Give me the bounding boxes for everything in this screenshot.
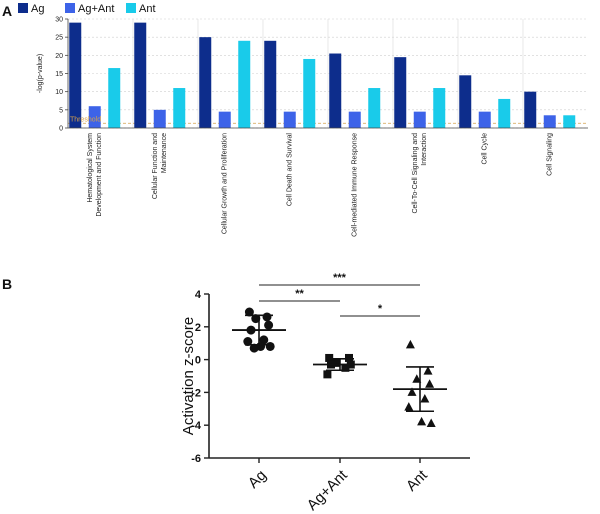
y-tick-label: 0 bbox=[195, 355, 201, 367]
point-ant bbox=[426, 418, 436, 428]
point-ag bbox=[244, 307, 254, 317]
bar-ag-2 bbox=[134, 22, 147, 129]
y-tick-label: 30 bbox=[55, 17, 63, 24]
y-tick-label: -6 bbox=[191, 453, 201, 465]
bar-ag-ant-8 bbox=[543, 115, 556, 128]
bar-ant-2 bbox=[173, 88, 186, 128]
bars bbox=[69, 22, 576, 129]
category-label: Cell-To-Cell Signaling and bbox=[412, 133, 419, 214]
y-tick-label: 25 bbox=[55, 35, 63, 42]
point-ant bbox=[420, 393, 430, 403]
category-label: Cellular Function and bbox=[152, 133, 159, 199]
y-tick-label: -4 bbox=[191, 420, 202, 432]
significance-label: * bbox=[378, 303, 383, 315]
y-tick-label: 2 bbox=[195, 322, 201, 334]
point-ant bbox=[407, 387, 417, 396]
y-axis-label: -log(p-value) bbox=[37, 54, 44, 93]
bar-ant-8 bbox=[563, 115, 576, 128]
panel-a-bar-chart: Ag Ag+Ant Ant 0 5 10 15 20 25 30 -log(p-value) T… bbox=[18, 3, 588, 237]
mean-sd-bars bbox=[232, 314, 447, 413]
category-label: Cell-mediated Immune Response bbox=[352, 133, 359, 237]
point-ag-ant bbox=[341, 363, 350, 372]
point-ant bbox=[423, 366, 433, 375]
y-axis-label: Activation z-score bbox=[180, 317, 197, 435]
y-tick-label: -2 bbox=[191, 387, 201, 399]
point-ag-ant bbox=[325, 353, 334, 362]
category-label: Interaction bbox=[421, 133, 428, 166]
bar-ag-1 bbox=[69, 22, 82, 129]
y-tick-label: 0 bbox=[59, 126, 63, 133]
legend-label-2: Ag+Ant bbox=[78, 3, 114, 15]
point-ant bbox=[412, 374, 422, 383]
bar-ag-ant-4 bbox=[283, 111, 296, 128]
bar-ant-1 bbox=[108, 68, 121, 128]
category-label: Maintenance bbox=[161, 133, 168, 173]
bar-ant-6 bbox=[433, 88, 446, 128]
bar-ag-7 bbox=[459, 75, 472, 128]
significance-label: ** bbox=[295, 288, 304, 300]
panel-a-letter: A bbox=[2, 3, 12, 19]
point-ag-ant bbox=[332, 358, 341, 367]
category-label: Cell Death and Survival bbox=[287, 133, 294, 207]
legend-label-3: Ant bbox=[139, 3, 156, 15]
category-label: Development and Function bbox=[96, 133, 103, 217]
point-ant bbox=[425, 379, 435, 388]
point-ag bbox=[249, 343, 259, 353]
category-labels: Hematological System Development and Func… bbox=[87, 133, 554, 237]
bar-ant-3 bbox=[238, 40, 251, 128]
bar-ag-8 bbox=[524, 91, 537, 128]
point-ag bbox=[265, 341, 275, 351]
point-ant bbox=[417, 416, 427, 426]
bar-ag-ant-5 bbox=[348, 111, 361, 128]
y-tick-label: 10 bbox=[55, 89, 63, 96]
point-ant bbox=[404, 402, 414, 411]
significance-label: *** bbox=[333, 272, 347, 284]
point-ant bbox=[405, 339, 415, 349]
bar-ag-ant-1 bbox=[88, 106, 101, 128]
bar-ag-3 bbox=[199, 37, 212, 128]
bar-ag-4 bbox=[264, 40, 277, 128]
point-ag bbox=[251, 314, 261, 324]
point-ag-ant bbox=[345, 353, 353, 362]
bar-ant-7 bbox=[498, 98, 511, 128]
bar-ag-ant-7 bbox=[478, 111, 491, 128]
category-label: Cell Cycle bbox=[482, 133, 489, 165]
bar-ag-6 bbox=[394, 57, 407, 128]
bar-ag-ant-2 bbox=[153, 109, 166, 128]
axes: 4 2 0 -2 -4 -6 bbox=[191, 289, 470, 465]
panel-b-letter: B bbox=[2, 276, 12, 292]
category-label: Hematological System bbox=[87, 133, 94, 203]
axes: 0 5 10 15 20 25 30 bbox=[55, 17, 588, 133]
bar-ant-5 bbox=[368, 88, 381, 128]
y-tick-label: 15 bbox=[55, 71, 63, 78]
bar-ag-ant-6 bbox=[413, 111, 426, 128]
panel-b-scatter-chart: 420-2-4-6 Activation z-score ****** Ag Ag… bbox=[180, 272, 470, 514]
legend: Ag Ag+Ant Ant bbox=[18, 3, 156, 15]
legend-swatch-3 bbox=[126, 3, 136, 13]
category-labels: Ag Ag+Ant Ant bbox=[245, 466, 432, 514]
point-ag bbox=[264, 320, 274, 330]
significance-brackets: ****** bbox=[259, 272, 420, 317]
bar-ag-5 bbox=[329, 53, 342, 129]
point-ag bbox=[243, 337, 253, 347]
category-label: Cellular Growth and Proliferation bbox=[222, 133, 229, 234]
legend-swatch-2 bbox=[65, 3, 75, 13]
x-category-label: Ag+Ant bbox=[304, 466, 352, 514]
category-label: Cell Signaling bbox=[547, 133, 554, 176]
point-ag bbox=[262, 312, 272, 322]
y-tick-label: 20 bbox=[55, 53, 63, 60]
bar-ag-ant-3 bbox=[218, 111, 231, 128]
x-category-label: Ag bbox=[245, 467, 270, 492]
y-tick-label: 5 bbox=[59, 107, 63, 114]
legend-swatch-1 bbox=[18, 3, 28, 13]
threshold-label: Threshold bbox=[70, 116, 101, 123]
bar-ant-4 bbox=[303, 58, 316, 128]
x-category-label: Ant bbox=[403, 466, 432, 495]
y-tick-label: 4 bbox=[195, 289, 202, 301]
point-ag-ant bbox=[323, 370, 332, 379]
legend-label-1: Ag bbox=[31, 3, 44, 15]
